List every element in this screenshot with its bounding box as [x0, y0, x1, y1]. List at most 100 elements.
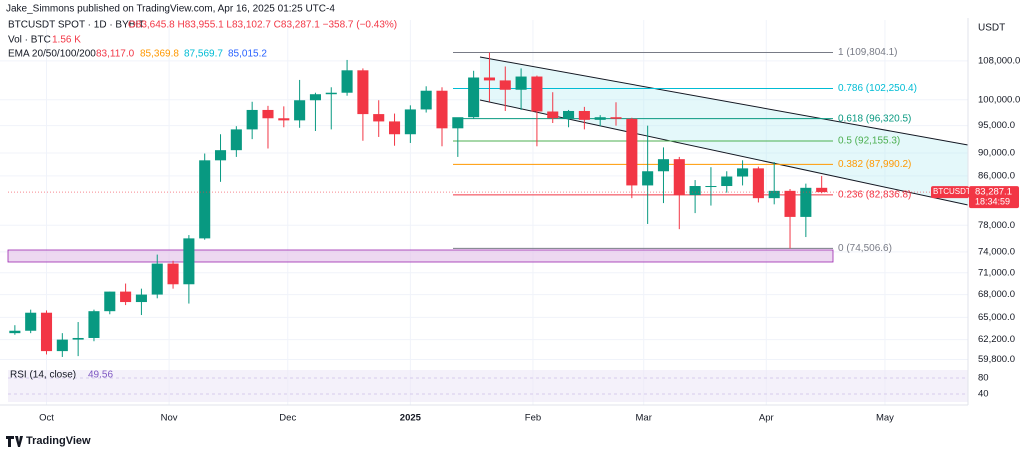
- price-tag-bg: [969, 186, 1019, 209]
- candle-body: [373, 114, 385, 122]
- candle-body: [673, 159, 685, 196]
- candle-body: [72, 337, 84, 340]
- candle-body: [167, 263, 179, 285]
- candle-body: [262, 109, 274, 119]
- y-tick-label: 62,200.0: [978, 334, 1015, 345]
- logo: [6, 436, 23, 447]
- candle-body: [563, 110, 575, 119]
- channel-fill: [480, 57, 968, 205]
- candle-body: [721, 176, 733, 187]
- rsi-name: RSI (14, close): [10, 370, 76, 381]
- candle-body: [689, 186, 701, 196]
- y-tick-label: 71,000.0: [978, 267, 1015, 278]
- candle-body: [357, 70, 369, 115]
- candle-body: [183, 238, 195, 285]
- candle-body: [547, 111, 559, 119]
- candle-body: [135, 294, 147, 303]
- x-tick-label: Mar: [636, 413, 652, 424]
- candle-body: [468, 77, 480, 118]
- fib-label: 0 (74,506.6): [838, 243, 892, 254]
- x-tick-label: Oct: [39, 413, 54, 424]
- ema-name: EMA 20/50/100/200: [8, 49, 96, 60]
- ema-value: 83,117.0: [96, 49, 135, 60]
- y-tick-label: 65,000.0: [978, 312, 1015, 323]
- ema-value: 87,569.7: [184, 49, 223, 60]
- vol-value: 1.56 K: [52, 35, 81, 46]
- candle-body: [404, 109, 416, 135]
- y-tick-label: 108,000.0: [978, 55, 1020, 66]
- vol-name: Vol · BTC: [8, 35, 51, 46]
- y-tick-label: 78,000.0: [978, 220, 1015, 231]
- candle-body: [214, 150, 227, 161]
- rsi-tick-label: 80: [978, 373, 989, 384]
- candle-body: [800, 187, 812, 217]
- y-tick-label: 86,000.0: [978, 170, 1015, 181]
- axis-title: USDT: [978, 23, 1005, 34]
- x-tick-label: Feb: [525, 413, 541, 424]
- y-tick-label: 68,000.0: [978, 289, 1015, 300]
- price-tag-countdown: 18:34:59: [975, 197, 1010, 207]
- fib-label: 0.5 (92,155.3): [838, 136, 900, 147]
- price-tag-symbol: BTCUSDT: [933, 187, 971, 196]
- price-tag-bg: [931, 186, 969, 199]
- price-tag-value: 83,287.1: [975, 187, 1012, 198]
- rsi-pane: [8, 370, 968, 402]
- candle-body: [657, 159, 670, 172]
- candle-body: [25, 312, 37, 331]
- candle-body: [737, 168, 749, 177]
- candle-body: [531, 76, 543, 112]
- ohlc: O83,645.8 H83,955.1 L83,102.7 C83,287.1 …: [128, 20, 397, 31]
- candle-body: [120, 291, 132, 303]
- candle-body: [436, 90, 448, 129]
- plot: 1 (109,804.1) 0.786 (102,250.4) 0.618 (96,…: [8, 47, 968, 357]
- y-tick-label: 90,000.0: [978, 147, 1015, 158]
- candle-body: [499, 80, 511, 90]
- y-tick-label: 95,000.0: [978, 120, 1015, 131]
- candle-body: [199, 160, 211, 239]
- footer: TradingView: [26, 435, 91, 447]
- fib-label: 0.382 (87,990.2): [838, 159, 911, 170]
- y-tick-label: 59,800.0: [978, 354, 1015, 365]
- x-tick-label: Apr: [759, 413, 774, 424]
- support-zone: [7, 249, 834, 263]
- fib-label: 1 (109,804.1): [838, 47, 898, 58]
- candle-body: [246, 109, 258, 130]
- candle-body: [515, 76, 527, 90]
- fib-label: 0.618 (96,320.5): [838, 113, 911, 124]
- candle-body: [309, 94, 321, 101]
- rsi-value: 49.56: [88, 370, 113, 381]
- x-tick-label: Nov: [161, 413, 178, 424]
- fib-label: 0.236 (82,836.8): [838, 190, 911, 201]
- y-tick-label: 74,000.0: [978, 246, 1015, 257]
- candle-body: [278, 118, 290, 121]
- candle-body: [389, 121, 401, 135]
- candle-body: [578, 110, 590, 120]
- x-tick-label: Dec: [279, 413, 296, 424]
- candle-body: [40, 312, 53, 352]
- symbol: BTCUSDT SPOT · 1D · BYBIT: [8, 20, 144, 31]
- candle-body: [420, 90, 432, 110]
- candle-body: [151, 263, 163, 295]
- candle-body: [56, 339, 68, 352]
- candle-body: [626, 118, 638, 186]
- candle-body: [341, 70, 353, 93]
- header: Jake_Simmons published on TradingView.co…: [6, 4, 335, 15]
- candle-body: [230, 129, 242, 151]
- fib-label: 0.786 (102,250.4): [838, 83, 917, 94]
- candle-body: [104, 291, 116, 312]
- trendline: [479, 99, 969, 206]
- x-tick-label: May: [876, 413, 894, 424]
- candle-body: [816, 187, 828, 193]
- candle-body: [594, 117, 606, 120]
- rsi-tick-label: 40: [978, 389, 989, 400]
- ema-value: 85,015.2: [228, 49, 267, 60]
- candle-body: [705, 186, 717, 188]
- trendline: [479, 56, 969, 146]
- candle-body: [294, 100, 306, 121]
- axes: 108,000.0 100,000.0 95,000.0 90,000.0 86,000…: [39, 55, 1020, 423]
- candle-body: [452, 117, 464, 129]
- ema-value: 85,369.8: [140, 49, 179, 60]
- candle-body: [784, 190, 796, 217]
- candle-body: [642, 171, 654, 186]
